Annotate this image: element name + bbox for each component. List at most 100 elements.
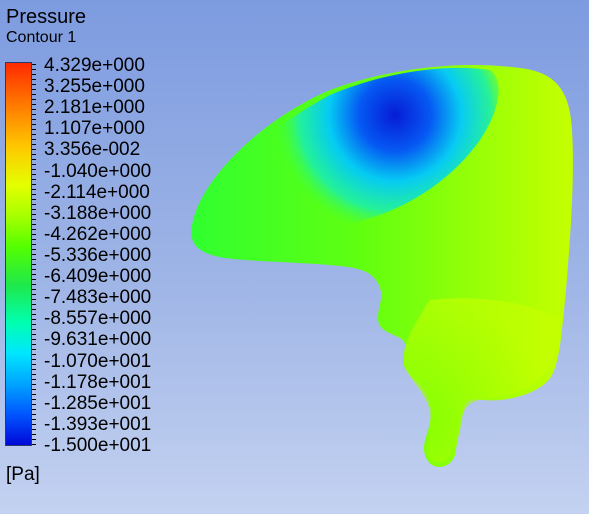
color-scale-tick	[32, 184, 36, 185]
color-scale-tick	[32, 354, 36, 355]
color-scale-tick	[32, 124, 36, 125]
color-scale-tick	[32, 294, 36, 295]
color-scale-bar	[5, 62, 32, 446]
color-scale-tick	[32, 259, 36, 260]
color-scale-tick	[32, 339, 36, 340]
color-scale-tick	[32, 299, 36, 300]
color-scale-label: -7.483e+000	[44, 287, 152, 309]
color-scale-tick	[32, 304, 36, 305]
color-scale-tick	[32, 404, 36, 405]
color-scale-tick	[32, 439, 36, 440]
color-scale-tick	[32, 84, 36, 85]
color-scale-tick	[32, 154, 36, 155]
color-scale-tick	[32, 189, 36, 190]
color-scale-tick	[32, 254, 36, 255]
color-scale-tick	[32, 274, 36, 275]
color-scale-tick	[32, 424, 36, 425]
color-scale-tick	[32, 149, 36, 150]
color-scale-label: -2.114e+000	[44, 181, 150, 203]
color-scale-label: -1.178e+001	[44, 371, 152, 393]
color-scale-tick	[32, 264, 36, 265]
color-scale-label: -3.188e+000	[44, 202, 152, 224]
color-scale-tick	[32, 379, 36, 380]
color-scale-tick	[32, 129, 36, 130]
color-scale-tick	[32, 164, 36, 165]
color-scale-label: 4.329e+000	[44, 55, 145, 76]
color-scale-tick	[32, 364, 36, 365]
color-scale-tick	[32, 444, 36, 445]
color-scale-tick	[32, 89, 36, 90]
color-scale-tick	[32, 109, 36, 110]
color-scale-tick	[32, 99, 36, 100]
color-scale-tick	[32, 119, 36, 120]
color-scale-tick	[32, 244, 36, 245]
color-scale-tick	[32, 374, 36, 375]
color-scale-tick	[32, 314, 36, 315]
color-scale-tick	[32, 324, 36, 325]
color-scale-tick	[32, 209, 36, 210]
color-scale-label: 3.255e+000	[44, 76, 145, 98]
color-scale-label: -5.336e+000	[44, 245, 152, 266]
color-scale-tick	[32, 234, 36, 235]
color-scale-tick	[32, 194, 36, 195]
color-scale-label: -1.285e+001	[44, 392, 152, 414]
color-scale-tick	[32, 369, 36, 370]
color-scale-tick	[32, 229, 36, 230]
color-scale-label: -1.500e+001	[44, 435, 152, 456]
color-scale-tick	[32, 239, 36, 240]
color-scale-tick	[32, 114, 36, 115]
color-scale-tick	[32, 169, 36, 170]
color-scale-label: 2.181e+000	[44, 97, 145, 119]
color-scale-tick	[32, 399, 36, 400]
color-scale-tick	[32, 249, 36, 250]
color-scale-tick	[32, 279, 36, 280]
color-scale-tick	[32, 359, 36, 360]
color-scale-label: -1.070e+001	[44, 350, 152, 372]
color-scale-tick	[32, 329, 36, 330]
color-scale-tick	[32, 319, 36, 320]
tail-region	[404, 298, 560, 463]
color-scale-tick	[32, 289, 36, 290]
color-scale-label: 3.356e-002	[44, 139, 141, 161]
color-scale-tick	[32, 144, 36, 145]
color-scale-tick	[32, 179, 36, 180]
color-scale-tick	[32, 159, 36, 160]
color-scale-tick	[32, 384, 36, 385]
color-scale-label: -8.557e+000	[44, 308, 152, 330]
color-scale-tick	[32, 434, 36, 435]
color-scale-tick	[32, 104, 36, 105]
color-scale-tick	[32, 344, 36, 345]
color-scale-tick	[32, 74, 36, 75]
color-scale-tick	[32, 414, 36, 415]
color-scale-tick	[32, 309, 36, 310]
color-scale-tick	[32, 334, 36, 335]
color-scale-tick	[32, 419, 36, 420]
color-scale-tick	[32, 134, 36, 135]
color-scale-tick	[32, 224, 36, 225]
legend-unit: [Pa]	[6, 464, 40, 485]
color-scale-label: -4.262e+000	[44, 223, 152, 245]
color-scale-tick	[32, 389, 36, 390]
color-scale-tick	[32, 94, 36, 95]
legend-title: Pressure	[6, 6, 87, 28]
color-scale-tick	[32, 69, 36, 70]
color-scale-label: -1.393e+001	[44, 413, 152, 435]
color-scale-tick	[32, 429, 36, 430]
low-pressure-region	[199, 67, 499, 239]
color-scale-tick	[32, 204, 36, 205]
color-scale-tick	[32, 174, 36, 175]
color-scale-tick	[32, 79, 36, 80]
color-scale-tick	[32, 269, 36, 270]
color-scale-label: 1.107e+000	[44, 118, 145, 140]
color-scale-ticks	[32, 62, 38, 446]
color-scale-tick	[32, 284, 36, 285]
color-scale-label: -9.631e+000	[44, 329, 152, 351]
color-scale-tick	[32, 409, 36, 410]
color-scale-tick	[32, 394, 36, 395]
legend-subtitle: Contour 1	[6, 29, 77, 46]
color-scale-tick	[32, 214, 36, 215]
color-scale-label: -6.409e+000	[44, 266, 152, 288]
color-scale-tick	[32, 349, 36, 350]
color-scale-tick	[32, 139, 36, 140]
